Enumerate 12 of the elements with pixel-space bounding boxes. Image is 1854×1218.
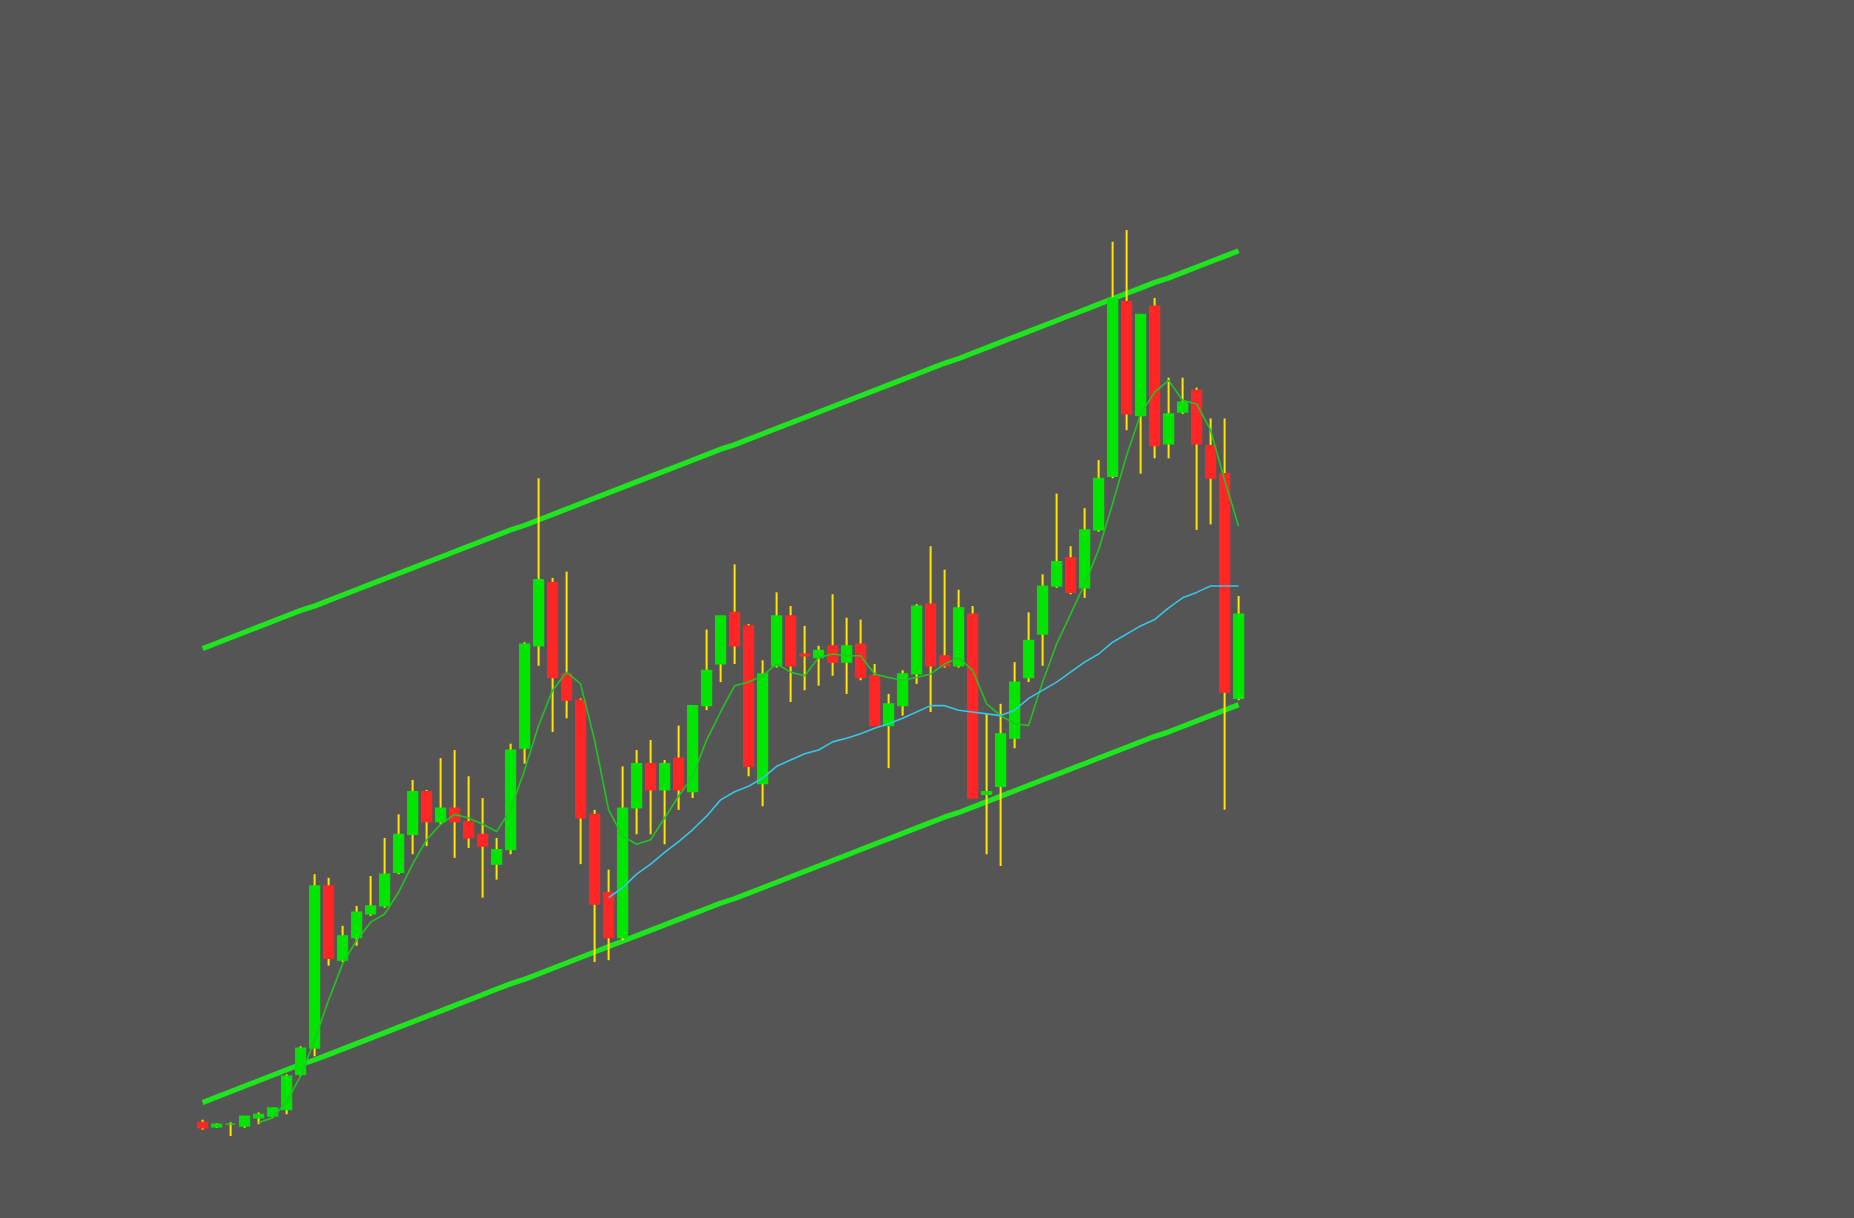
candlestick	[1162, 376, 1175, 460]
candlestick	[1022, 611, 1035, 684]
candlestick	[1176, 376, 1189, 415]
candlestick	[840, 616, 853, 695]
candlestick	[980, 712, 993, 856]
candlestick	[1064, 545, 1077, 596]
candlestick	[420, 788, 433, 848]
candlestick	[644, 739, 657, 836]
candlestick	[434, 757, 447, 826]
candlestick	[658, 759, 671, 846]
candlestick	[672, 724, 685, 811]
candlestick	[826, 593, 839, 677]
